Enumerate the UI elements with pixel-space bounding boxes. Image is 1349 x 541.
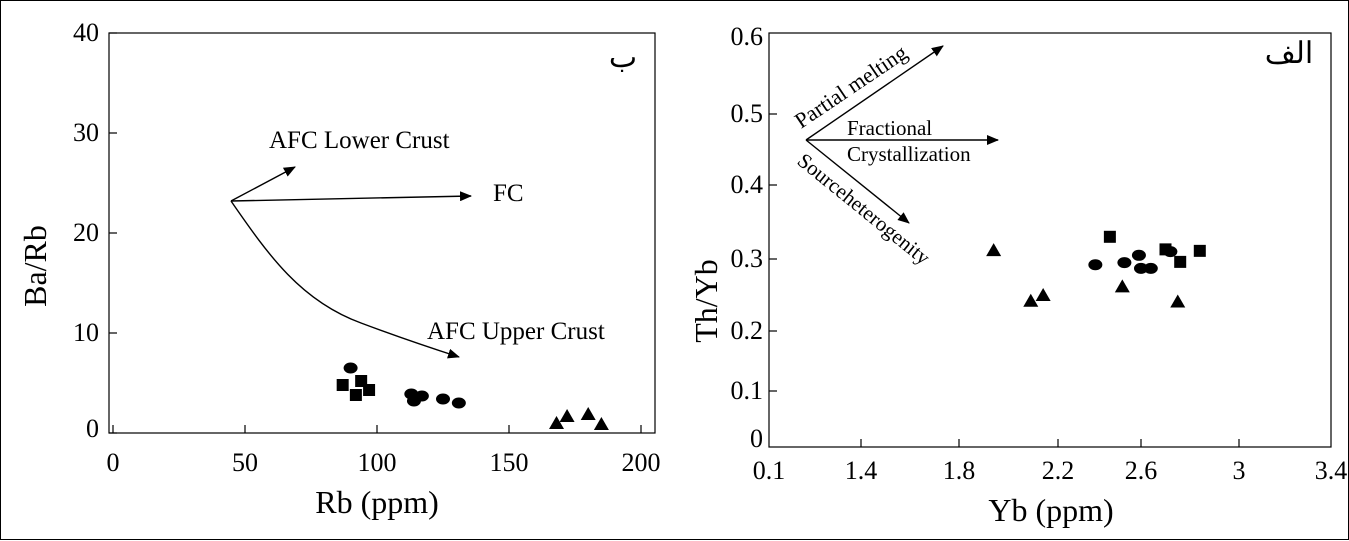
left-panel-label: ب (609, 41, 637, 74)
right-triangle-point (1023, 293, 1039, 307)
left-y-tick-label: 10 (73, 318, 99, 347)
left-plot-area (108, 32, 656, 434)
right-triangle-point (1114, 279, 1130, 293)
right-x-tick-label: 3 (1233, 456, 1246, 485)
crystallization-label: Crystallization (847, 142, 971, 166)
left-x-tick-label: 50 (232, 448, 258, 477)
right-circle-point (1143, 262, 1158, 274)
source-heterogenity-label: Sourceheterogenity (793, 148, 935, 270)
left-triangle-point (559, 409, 575, 422)
right-triangle-point (986, 243, 1002, 257)
left-ticks: 0 50 100 150 200 0 10 20 30 40 (73, 18, 661, 477)
left-triangle-point (580, 407, 596, 420)
right-y-tick-label: 0.6 (731, 22, 764, 51)
partial-melting-arrow (805, 45, 944, 141)
right-x-tick-label: 2.2 (1042, 456, 1075, 485)
right-circle-point (1117, 257, 1132, 269)
fractional-label: Fractional (847, 116, 932, 140)
left-triangle-point (593, 417, 609, 430)
left-triangle-point (549, 416, 565, 429)
afc-upper-crust-label: AFC Upper Crust (427, 318, 605, 345)
left-circle-point (436, 393, 450, 405)
fc-arrow (230, 191, 472, 202)
left-y-tick-label: 20 (73, 218, 99, 247)
afc-lower-crust-arrow (230, 166, 296, 202)
right-panel-label: الف (1265, 37, 1314, 70)
left-x-axis-label: Rb (ppm) (315, 484, 439, 520)
right-data-points (986, 230, 1206, 308)
left-square-point (349, 389, 362, 401)
right-plot-area (768, 32, 1332, 448)
left-y-tick-label: 0 (86, 414, 99, 443)
right-ticks: 0.1 1.4 1.8 2.2 2.6 3 3.4 0 0.1 0.2 0.3 0.4 0.5 0.6 (731, 22, 1348, 485)
right-square-point (1193, 244, 1206, 257)
right-square-point (1103, 230, 1116, 243)
left-circle-point (343, 362, 358, 374)
right-y-tick-label: 0.2 (731, 316, 764, 345)
left-y-tick-label: 30 (73, 118, 99, 147)
right-circle-point (1131, 249, 1146, 261)
right-triangle-point (1170, 294, 1186, 308)
left-x-tick-label: 200 (622, 448, 661, 477)
right-y-axis-label: Th/Yb (688, 259, 724, 343)
right-y-tick-label: 0.4 (731, 170, 764, 199)
right-x-axis-label: Yb (ppm) (988, 492, 1113, 528)
left-y-tick-label: 40 (73, 18, 99, 47)
left-x-tick-label: 150 (490, 448, 529, 477)
right-y-tick-label: 0.3 (731, 244, 764, 273)
right-x-tick-label: 2.6 (1125, 456, 1158, 485)
right-circle-point (1134, 262, 1148, 274)
right-y-tick-label: 0.1 (731, 376, 764, 405)
right-triangle-point (1035, 288, 1051, 301)
left-y-axis-label: Ba/Rb (17, 225, 53, 307)
right-square-point (1174, 255, 1187, 268)
right-x-tick-label: 1.8 (943, 456, 976, 485)
left-data-points (336, 362, 609, 430)
right-x-tick-label: 1.4 (845, 456, 878, 485)
right-circle-point (1088, 259, 1103, 271)
left-square-point (363, 384, 376, 396)
left-circle-point (451, 397, 466, 409)
left-square-point (336, 379, 349, 391)
left-x-tick-label: 100 (358, 448, 397, 477)
right-x-tick-label: 3.4 (1315, 456, 1348, 485)
left-chart: 0 50 100 150 200 0 10 20 30 40 ب Rb (ppm) Ba/Rb A… (17, 18, 661, 520)
left-x-tick-label: 0 (107, 448, 120, 477)
afc-upper-crust-arrow (230, 200, 460, 359)
fc-label: FC (493, 180, 524, 207)
source-heterogenity-arrow (805, 139, 910, 224)
left-circle-point (414, 390, 429, 402)
right-y-tick-label: 0 (750, 424, 763, 453)
right-x-tick-label: 0.1 (753, 456, 786, 485)
right-square-point (1159, 243, 1172, 256)
afc-lower-crust-label: AFC Lower Crust (269, 127, 450, 154)
right-y-tick-label: 0.5 (731, 99, 764, 128)
right-chart: 0.1 1.4 1.8 2.2 2.6 3 3.4 0 0.1 0.2 0.3 0.4 0.5 0.6 ا… (688, 22, 1347, 528)
